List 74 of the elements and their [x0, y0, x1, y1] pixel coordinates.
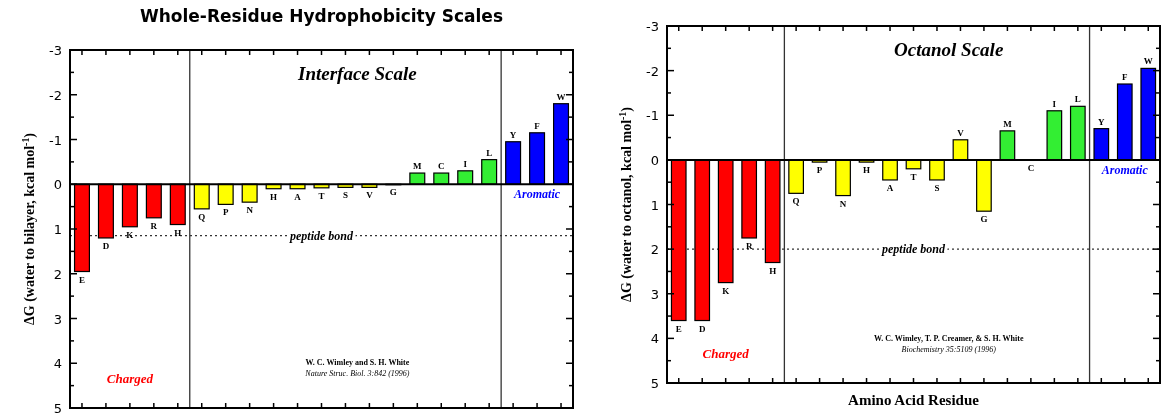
ref-line-label: peptide bond [881, 242, 946, 257]
x-tick-label: M [413, 161, 423, 172]
x-tick-label: M [1003, 118, 1013, 129]
annotation: Aromatic [1100, 162, 1149, 177]
annotation: Nature Struc. Biol. 3:842 (1996) [304, 369, 410, 379]
x-tick-label: C [438, 161, 445, 172]
x-tick-label: W [1143, 56, 1153, 67]
x-tick-label: D [698, 323, 706, 334]
x-tick-label: E [675, 323, 682, 334]
x-tick-label: V [957, 127, 965, 138]
y-tick-label: 5 [650, 376, 659, 391]
x-tick-label: D [102, 240, 110, 251]
x-tick-label: N [839, 198, 847, 209]
annotation: W. C. Wimley, T. P. Creamer, & S. H. White [873, 333, 1024, 343]
chart-title: Whole-Residue Hydrophobicity Scales [139, 6, 504, 26]
x-tick-label: E [78, 274, 85, 285]
y-tick-label: -1 [49, 132, 62, 148]
x-tick-label: R [150, 220, 158, 231]
x-tick-label: S [342, 190, 348, 201]
y-tick-label: 0 [53, 177, 62, 193]
x-tick-label: Y [1098, 116, 1106, 127]
annotation: Biochemistry 35:5109 (1996) [901, 344, 997, 354]
x-tick-label: H [174, 227, 182, 238]
x-tick-label: I [463, 158, 468, 169]
x-tick-label: A [886, 182, 894, 193]
y-tick-label: 2 [650, 242, 659, 258]
x-tick-label: P [222, 207, 229, 218]
x-tick-label: N [246, 205, 254, 216]
x-tick-label: K [126, 229, 134, 240]
x-tick-label: F [534, 120, 541, 131]
x-tick-label: W [556, 91, 566, 102]
x-tick-label: A [294, 191, 302, 202]
x-tick-label: H [270, 191, 278, 202]
x-tick-label: H [769, 265, 777, 276]
y-tick-label: 4 [53, 356, 62, 372]
x-tick-label: K [722, 285, 730, 296]
x-tick-label: T [318, 190, 325, 201]
x-tick-label: Q [792, 196, 800, 207]
x-tick-label: R [745, 240, 753, 251]
y-tick-label: -2 [49, 87, 62, 103]
y-tick-label: -1 [646, 108, 659, 124]
y-tick-label: -2 [646, 63, 659, 79]
y-tick-label: 3 [650, 286, 659, 302]
x-tick-label: S [934, 182, 940, 193]
y-tick-label: 2 [53, 266, 62, 282]
x-tick-label: G [389, 187, 397, 198]
ref-line-label: peptide bond [289, 228, 354, 243]
x-axis-title: Amino Acid Residue [848, 392, 980, 408]
x-tick-label: C [1027, 162, 1035, 173]
y-tick-label: -3 [646, 19, 659, 34]
x-tick-label: P [816, 165, 823, 176]
y-tick-label: 5 [53, 401, 62, 416]
x-tick-label: F [1122, 72, 1129, 83]
x-tick-label: L [1074, 94, 1081, 105]
x-tick-label: G [980, 214, 988, 225]
y-tick-label: 1 [650, 197, 659, 213]
annotation: Aromatic [513, 187, 561, 202]
text: Interface Scale [297, 63, 418, 84]
annotation: Charged [106, 371, 154, 387]
y-tick-label: -3 [49, 43, 62, 58]
x-tick-label: Y [509, 129, 517, 140]
x-tick-label: L [486, 147, 493, 158]
text: Octanol Scale [894, 39, 1004, 60]
annotation: W. C. Wimley and S. H. White [305, 358, 410, 368]
y-tick-label: 3 [53, 311, 62, 327]
y-tick-label: 0 [650, 152, 659, 168]
x-tick-label: Q [198, 211, 206, 222]
annotation: Charged [702, 346, 750, 362]
y-tick-label: 1 [53, 222, 62, 237]
x-tick-label: V [366, 190, 374, 201]
x-tick-label: I [1052, 98, 1057, 109]
x-tick-label: H [863, 165, 871, 176]
x-tick-label: T [910, 171, 917, 182]
y-tick-label: 4 [650, 331, 659, 347]
